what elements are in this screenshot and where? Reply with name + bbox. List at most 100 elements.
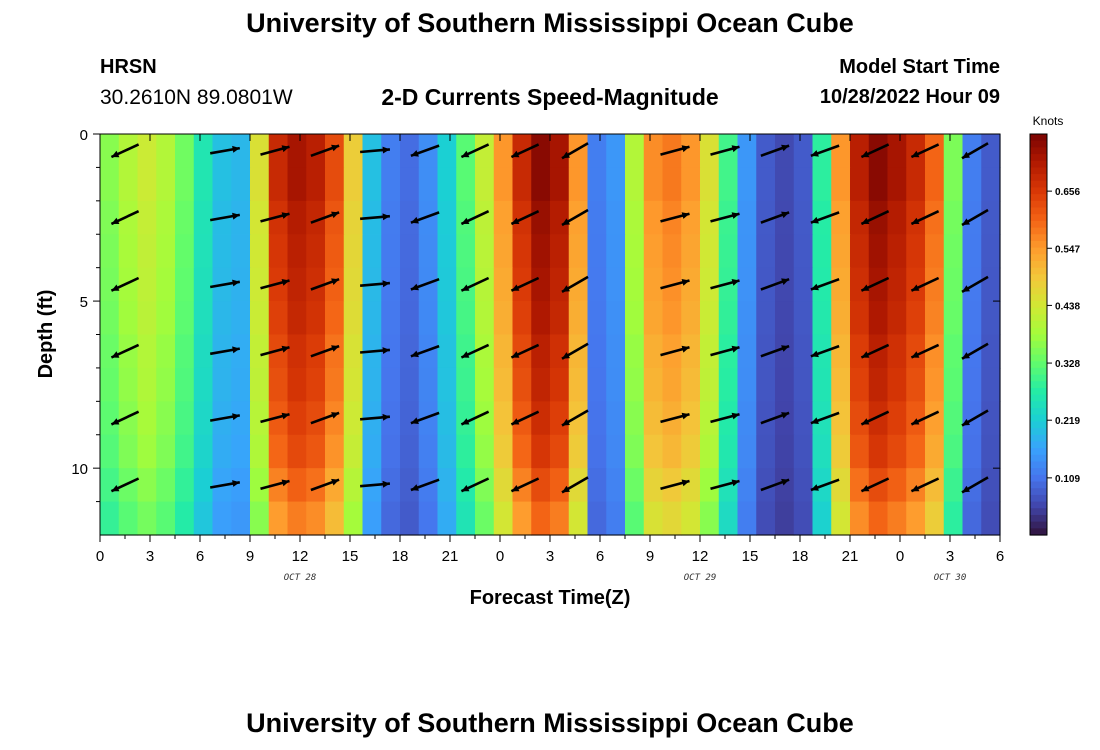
x-tick-label: 6 (596, 548, 604, 565)
heatmap-cell (906, 367, 926, 402)
heatmap-cell (943, 434, 964, 469)
heatmap-cell (775, 434, 795, 469)
heatmap-cell (868, 200, 889, 235)
heatmap-cell (306, 468, 326, 503)
heatmap-cell (906, 234, 926, 269)
heatmap-cell (175, 468, 195, 503)
heatmap-cell (400, 334, 420, 369)
colorbar-segment (1030, 408, 1047, 416)
heatmap-cell (118, 434, 139, 469)
heatmap-cell (231, 367, 251, 402)
heatmap-cell (325, 501, 345, 536)
heatmap-cell (831, 234, 851, 269)
heatmap-cell (400, 134, 420, 169)
heatmap-cell (100, 234, 120, 269)
arrow-head (562, 485, 570, 493)
heatmap-cell (681, 301, 701, 336)
heatmap-cell (381, 234, 401, 269)
arrow-head (681, 212, 690, 219)
heatmap-cell (925, 434, 945, 469)
heatmap-cell (118, 334, 139, 369)
heatmap-cell (925, 501, 945, 536)
heatmap-cell (212, 301, 232, 336)
heatmap-cell (381, 501, 401, 536)
heatmap-cell (887, 167, 907, 202)
colorbar-segment (1030, 354, 1047, 362)
heatmap-cell (850, 434, 870, 469)
x-tick-label: 3 (946, 548, 954, 565)
heatmap-cell (625, 367, 645, 402)
heatmap-cell (362, 367, 382, 402)
colorbar-segment (1030, 160, 1047, 169)
current-arrow (660, 412, 690, 424)
arrow-head (562, 218, 570, 225)
heatmap-cell (887, 501, 907, 536)
colorbar-segment (1030, 448, 1047, 456)
colorbar-segment (1030, 147, 1047, 155)
heatmap-cell (100, 200, 120, 235)
arrow-head (861, 485, 870, 492)
heatmap-cell (831, 501, 851, 536)
colorbar-segment (1030, 468, 1047, 476)
heatmap-cell (475, 134, 495, 169)
heatmap-cell (943, 234, 964, 269)
heatmap-cell (775, 200, 795, 235)
current-arrow (910, 143, 940, 159)
current-arrow (710, 412, 740, 424)
heatmap-cell (306, 134, 326, 169)
current-arrow (110, 143, 140, 159)
heatmap-cell (625, 401, 645, 436)
heatmap-cell (981, 267, 1001, 302)
arrow-head (382, 280, 390, 288)
heatmap-cell (943, 134, 964, 169)
heatmap-cell (831, 267, 851, 302)
arrow-head (111, 284, 120, 291)
heatmap-cell (775, 134, 795, 169)
heatmap-cell (475, 334, 495, 369)
arrow-head (232, 212, 240, 220)
heatmap-cell (493, 401, 514, 436)
heatmap-cell (175, 434, 195, 469)
heatmap-cell (756, 367, 776, 402)
heatmap-cell (887, 234, 907, 269)
heatmap-cell (418, 468, 439, 503)
heatmap-cell (643, 334, 664, 369)
heatmap-cell (681, 267, 701, 302)
heatmap-cell (287, 200, 307, 235)
current-arrow (760, 344, 790, 358)
heatmap-cell (137, 234, 157, 269)
heatmap-cell (193, 501, 214, 536)
heatmap-cell (531, 401, 551, 436)
heatmap-cell (700, 434, 720, 469)
current-arrow (561, 409, 589, 427)
heatmap-cell (943, 501, 964, 536)
heatmap-cell (137, 301, 157, 336)
heatmap-cell (512, 434, 532, 469)
heatmap-cell (625, 200, 645, 235)
heatmap-cell (343, 167, 364, 202)
colorbar-segment (1030, 514, 1047, 523)
heatmap-cell (418, 134, 439, 169)
heatmap-cell (868, 367, 889, 402)
current-arrow (660, 212, 690, 223)
heatmap-cell (550, 167, 570, 202)
arrow-head (461, 150, 470, 158)
heatmap-cell (287, 167, 307, 202)
heatmap-cell (850, 501, 870, 536)
heatmap-cell (850, 301, 870, 336)
heatmap-cell (118, 134, 139, 169)
heatmap-cell (137, 334, 157, 369)
arrow-head (410, 417, 419, 424)
heatmap-cell (531, 501, 551, 536)
heatmap-cell (531, 468, 551, 503)
heatmap-cell (512, 501, 532, 536)
current-arrow (310, 144, 340, 158)
heatmap-cell (643, 301, 664, 336)
heatmap-cell (662, 367, 682, 402)
heatmap-cell (981, 501, 1001, 536)
arrow-head (962, 352, 970, 359)
heatmap-cell (681, 401, 701, 436)
heatmap-cell (887, 334, 907, 369)
heatmap-cell (193, 200, 214, 235)
heatmap-cell (287, 134, 307, 169)
